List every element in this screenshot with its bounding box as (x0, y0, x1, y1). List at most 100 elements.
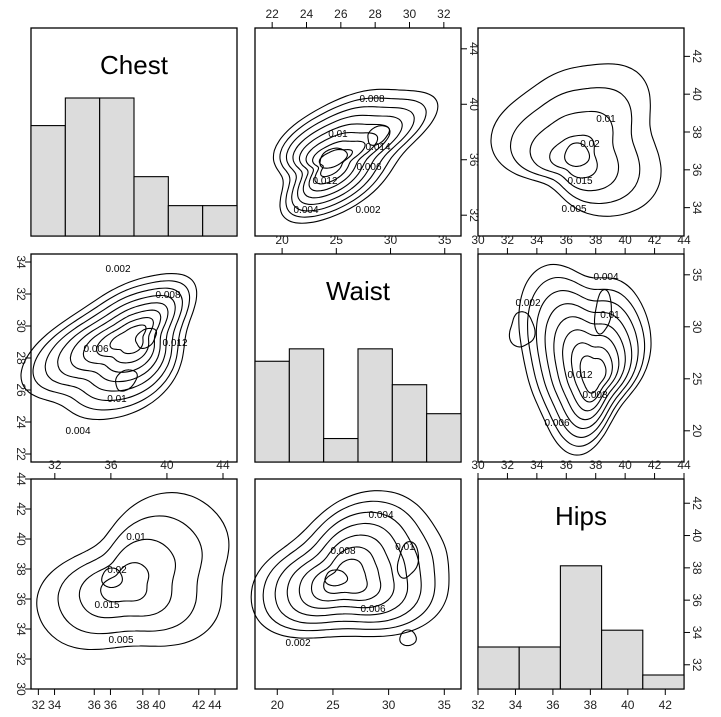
tick-label: 32 (14, 652, 28, 666)
tick-label: 36 (560, 458, 574, 472)
tick-label: 38 (136, 698, 150, 712)
contour-line (396, 541, 420, 579)
tick-label: 42 (14, 502, 28, 516)
tick-label: 36 (467, 153, 481, 167)
contour-chest-vs-waist: 0.008 0.01 0.014 0.012 0.006 0.004 0.002 (272, 88, 439, 224)
contour-label: 0.012 (312, 176, 337, 187)
contour-line (100, 562, 150, 603)
tick-label: 20 (271, 698, 285, 712)
tick-label: 20 (275, 233, 289, 247)
contour-label: 0.015 (94, 600, 119, 611)
axis-right-row1-col2: 32 36 40 44 (461, 42, 481, 222)
tick-label: 34 (530, 233, 544, 247)
tick-label: 36 (104, 698, 118, 712)
contour-line (57, 294, 176, 392)
axis-top-row2-col2: 20 25 30 35 (275, 233, 452, 254)
histogram-bar (477, 646, 520, 690)
contour-line (399, 629, 417, 647)
axis-bottom-col1: 32 34 36 36 38 40 42 44 (32, 689, 222, 712)
tick-label: 28 (368, 7, 382, 21)
histogram-bar (601, 629, 644, 690)
tick-label: 36 (690, 593, 704, 607)
tick-label: 40 (621, 698, 635, 712)
contour-line (109, 324, 147, 355)
contour-label: 0.005 (108, 635, 133, 646)
contour-label: 0.012 (162, 338, 187, 349)
contour-line (549, 134, 598, 179)
contour-label: 0.006 (360, 604, 385, 615)
panel-frame-r3-c1 (30, 478, 238, 690)
histogram-bar (254, 360, 290, 463)
histogram-bar (391, 384, 428, 463)
tick-label: 32 (501, 233, 515, 247)
tick-label: 40 (152, 698, 166, 712)
tick-label: 32 (471, 698, 485, 712)
contour-line (20, 272, 198, 421)
histogram-bar (323, 437, 359, 463)
contour-label: 0.012 (567, 370, 592, 381)
tick-label: 36 (88, 698, 102, 712)
contour-line (250, 490, 450, 639)
contour-hips-vs-chest: 0.01 0.02 0.015 0.005 (36, 492, 230, 651)
tick-label: 26 (334, 7, 348, 21)
contour-line (262, 500, 436, 632)
tick-label: 38 (589, 458, 603, 472)
histogram-chest: Chest (30, 50, 238, 237)
tick-label: 44 (677, 233, 691, 247)
contour-label: 0.006 (544, 418, 569, 429)
tick-label: 42 (648, 458, 662, 472)
histogram-bar (288, 348, 325, 463)
tick-label: 30 (382, 698, 396, 712)
contour-line (78, 538, 177, 619)
axis-top-row2-col3: 30 32 34 36 38 40 42 44 (471, 233, 691, 254)
histogram-bar (30, 125, 66, 237)
tick-label: 30 (14, 682, 28, 696)
panel-frame-r2-c3 (477, 253, 685, 463)
histogram-bar (202, 205, 238, 237)
tick-label: 36 (690, 163, 704, 177)
tick-label: 32 (48, 458, 62, 472)
axis-top-row3-col1: 32 36 40 44 (48, 458, 230, 479)
tick-label: 40 (690, 88, 704, 102)
contour-line (292, 114, 403, 205)
tick-label: 36 (560, 233, 574, 247)
axis-right-row2-col3: 20 25 30 35 (684, 268, 704, 438)
histogram-bar (64, 97, 101, 237)
tick-label: 34 (14, 622, 28, 636)
contour-line (298, 123, 391, 199)
tick-label: 38 (14, 562, 28, 576)
contour-label: 0.002 (285, 638, 310, 649)
contour-line (298, 534, 395, 609)
tick-label: 40 (690, 529, 704, 543)
contour-line (324, 569, 349, 587)
contour-line (274, 511, 422, 624)
tick-label: 42 (648, 233, 662, 247)
tick-label: 38 (589, 233, 603, 247)
tick-label: 40 (14, 532, 28, 546)
tick-label: 32 (32, 698, 46, 712)
histogram-waist: Waist (254, 276, 462, 463)
contour-line (36, 492, 230, 651)
tick-label: 25 (326, 698, 340, 712)
histogram-bar (357, 348, 393, 463)
tick-label: 20 (690, 424, 704, 438)
tick-label: 32 (690, 658, 704, 672)
axis-bottom-col2: 20 25 30 35 (271, 689, 451, 712)
tick-label: 24 (14, 415, 28, 429)
tick-label: 44 (216, 458, 230, 472)
axis-top-row3-col3: 30 32 34 36 38 40 42 44 (471, 458, 691, 479)
tick-label: 32 (437, 7, 451, 21)
contour-line (96, 316, 154, 364)
contour-label: 0.002 (105, 264, 130, 275)
contour-line (318, 148, 353, 178)
contour-label: 0.01 (107, 394, 127, 405)
tick-label: 25 (690, 372, 704, 386)
tick-label: 38 (690, 125, 704, 139)
contour-line (69, 302, 169, 383)
contour-label: 0.004 (293, 205, 318, 216)
contour-label: 0.014 (365, 142, 390, 153)
contour-label: 0.01 (600, 310, 620, 321)
tick-label: 26 (14, 383, 28, 397)
histogram-bar (99, 97, 135, 237)
